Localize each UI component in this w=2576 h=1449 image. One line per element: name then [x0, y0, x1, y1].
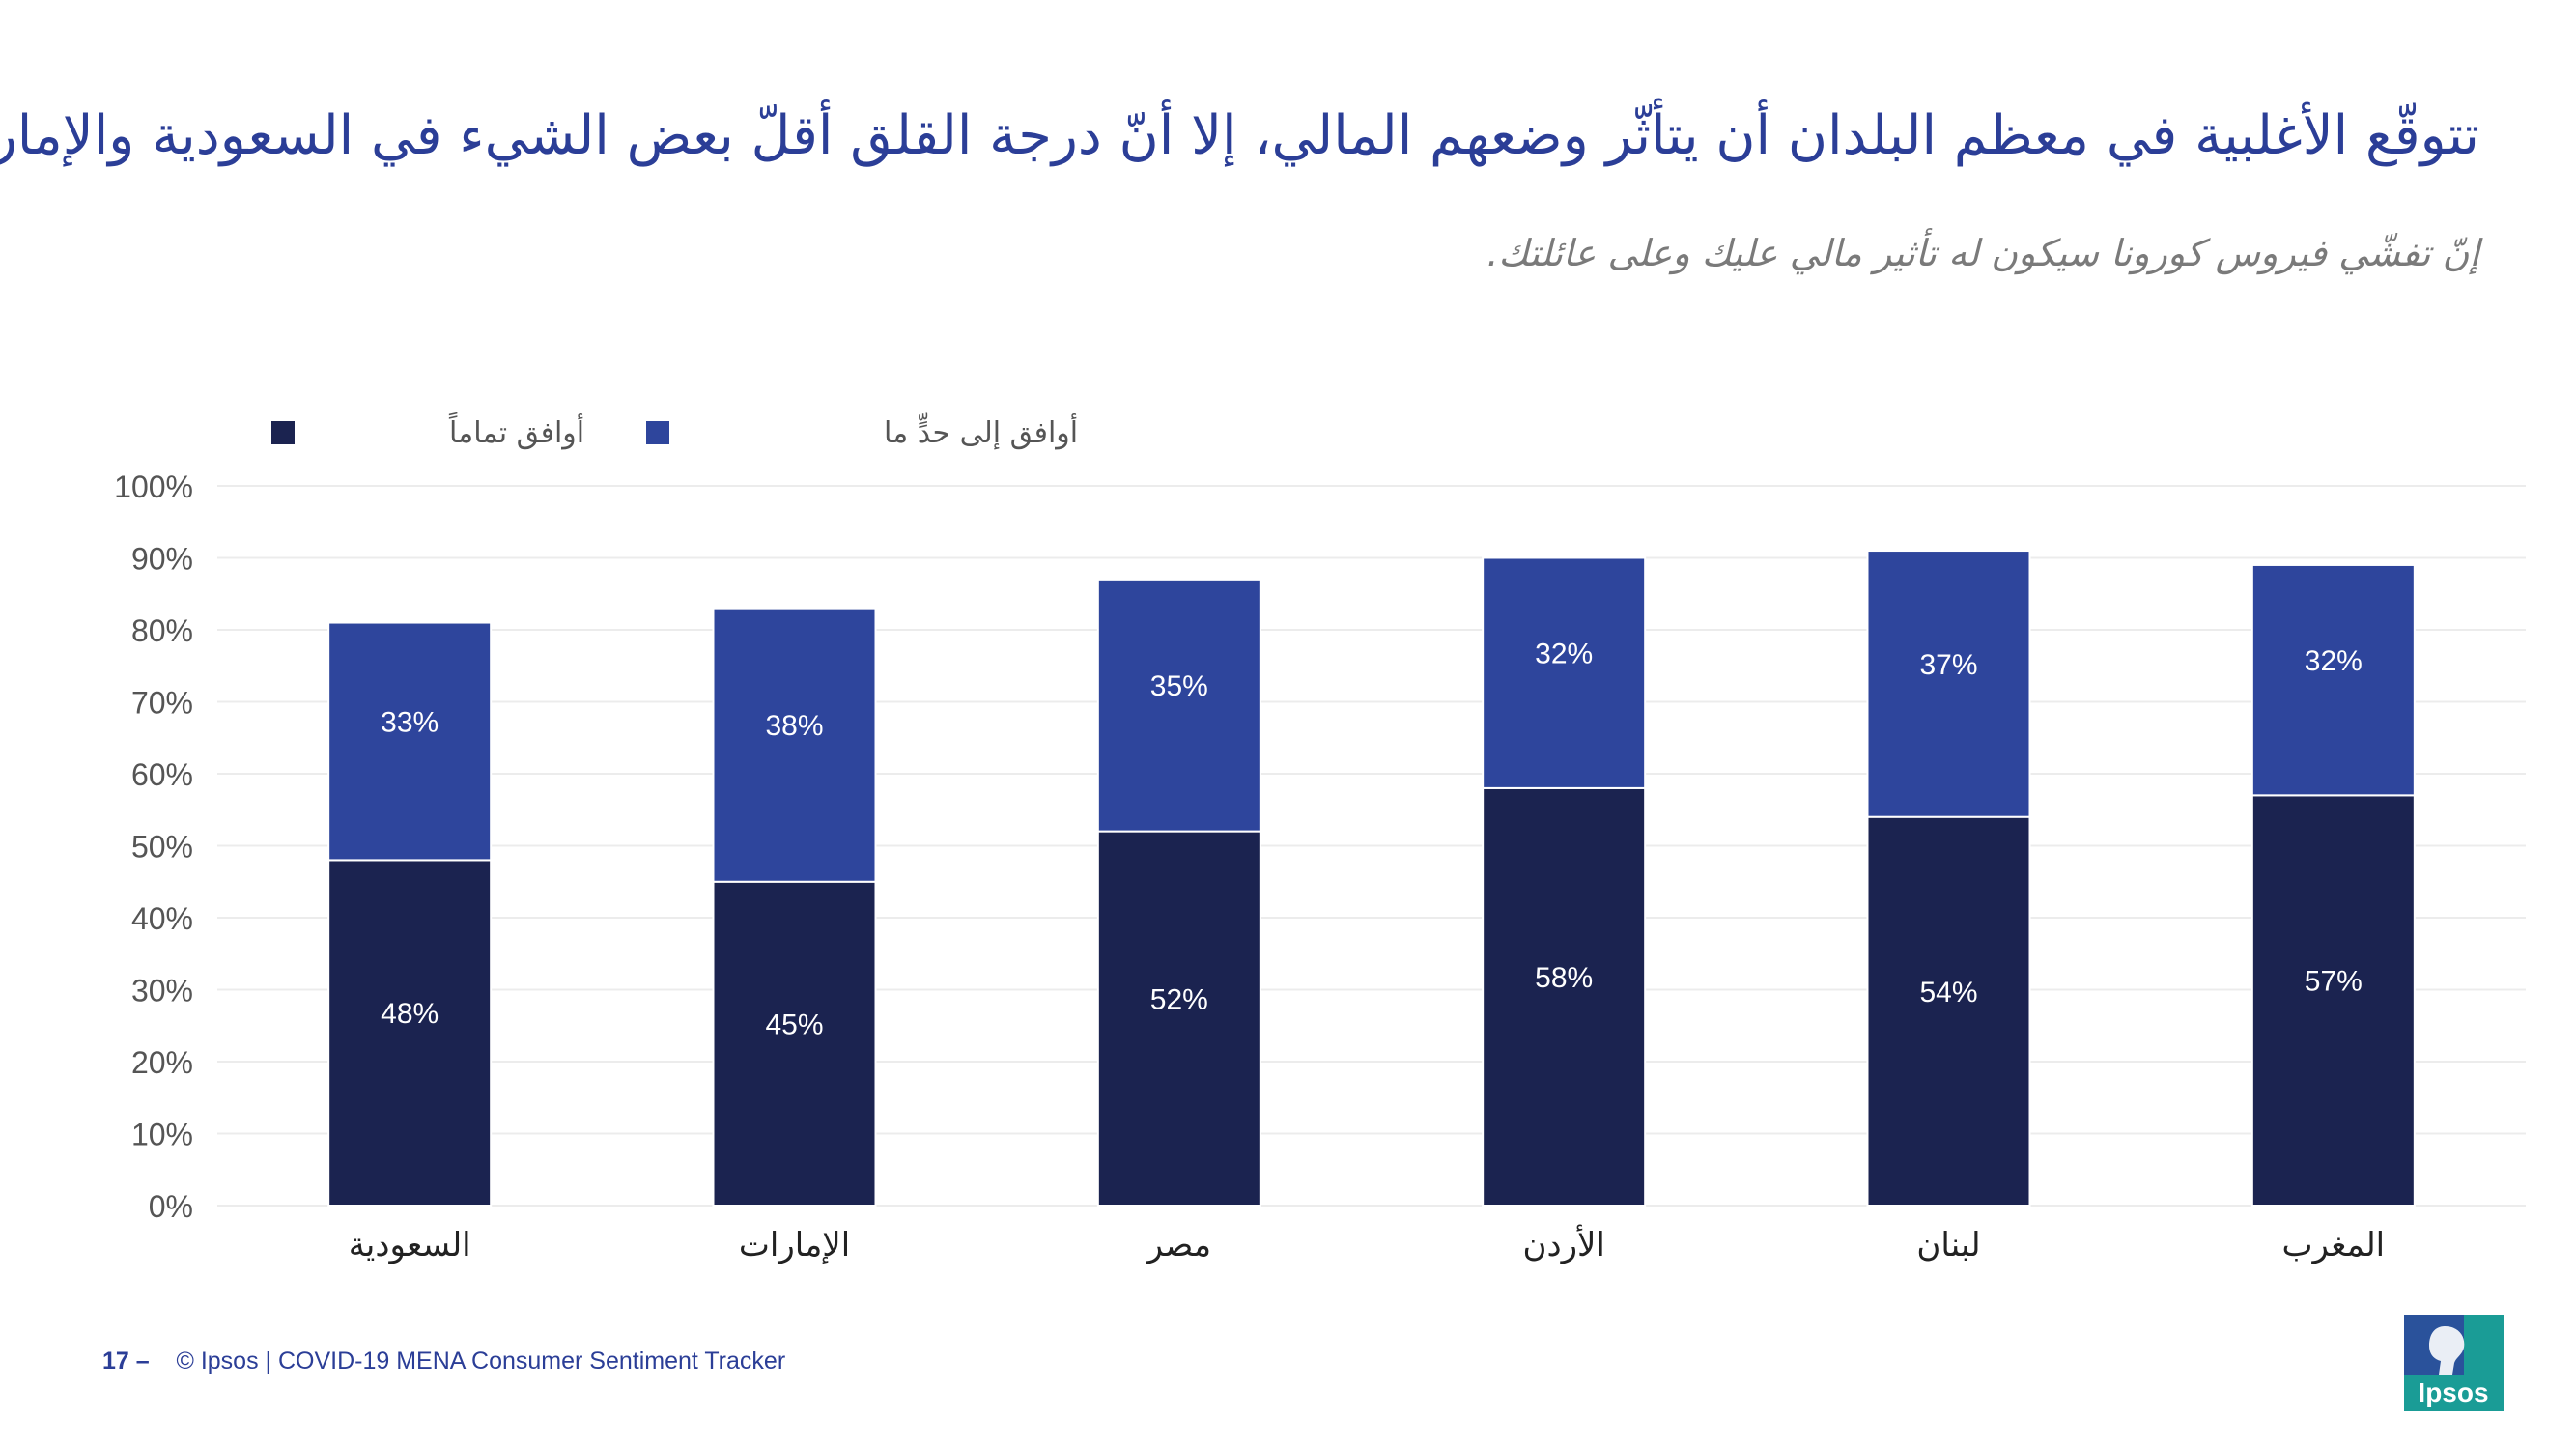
y-tick-label: 80%: [131, 613, 193, 648]
x-category-label: مصر: [1146, 1226, 1211, 1264]
bar-segment: [1866, 550, 2031, 818]
data-label: 54%: [1919, 977, 1977, 1009]
bar-segment: [327, 621, 493, 862]
data-label: 58%: [1535, 962, 1593, 994]
y-tick-label: 90%: [131, 542, 193, 577]
bar-segment: [1866, 815, 2031, 1207]
y-tick-label: 20%: [131, 1045, 193, 1080]
bar-segment: [712, 607, 877, 883]
logo-text: Ipsos: [2418, 1378, 2488, 1407]
y-tick-label: 100%: [114, 469, 193, 504]
bar-segment: [2250, 794, 2416, 1207]
data-label: 32%: [1535, 639, 1593, 670]
bar-segment: [327, 859, 493, 1208]
x-category-label: لبنان: [1916, 1226, 1980, 1264]
y-tick-label: 10%: [131, 1118, 193, 1152]
bar-segment: [1482, 786, 1647, 1208]
data-label: 52%: [1150, 983, 1208, 1015]
chart-subtitle: إنّ تفشّي فيروس كورونا سيكون له تأثير ما…: [1486, 232, 2479, 274]
legend-label: أوافق إلى حدٍّ ما: [884, 412, 1078, 450]
y-tick-label: 70%: [131, 686, 193, 721]
x-category-label: الإمارات: [739, 1226, 850, 1264]
y-tick-label: 60%: [131, 757, 193, 792]
x-category-label: الأردن: [1522, 1224, 1604, 1264]
data-label: 38%: [765, 710, 823, 742]
x-category-label: السعودية: [349, 1226, 471, 1264]
page-number: 17 –: [102, 1348, 150, 1375]
bar-segment: [712, 880, 877, 1207]
footer-text: © Ipsos | COVID-19 MENA Consumer Sentime…: [176, 1348, 786, 1375]
legend-label: أوافق تماماً: [449, 412, 584, 450]
y-tick-label: 50%: [131, 830, 193, 865]
page-title: تتوقّع الأغلبية في معظم البلدان أن يتأثّ…: [0, 104, 2479, 167]
data-label: 37%: [1919, 649, 1977, 681]
x-category-label: المغرب: [2282, 1226, 2386, 1264]
data-label: 33%: [381, 706, 439, 738]
y-tick-label: 30%: [131, 974, 193, 1009]
data-label: 45%: [765, 1009, 823, 1040]
legend-swatch: [271, 421, 295, 444]
data-label: 57%: [2305, 966, 2363, 998]
bar-segment: [1482, 556, 1647, 789]
data-label: 35%: [1150, 670, 1208, 702]
data-label: 48%: [381, 998, 439, 1030]
y-tick-label: 0%: [149, 1189, 193, 1224]
data-label: 32%: [2305, 645, 2363, 677]
bar-segment: [1096, 830, 1261, 1207]
bar-segment: [1096, 578, 1261, 833]
ipsos-logo: Ipsos: [2404, 1315, 2504, 1411]
bar-segment: [2250, 563, 2416, 797]
legend-swatch: [646, 421, 669, 444]
y-tick-label: 40%: [131, 901, 193, 936]
footer: 17 – © Ipsos | COVID-19 MENA Consumer Se…: [102, 1348, 785, 1376]
